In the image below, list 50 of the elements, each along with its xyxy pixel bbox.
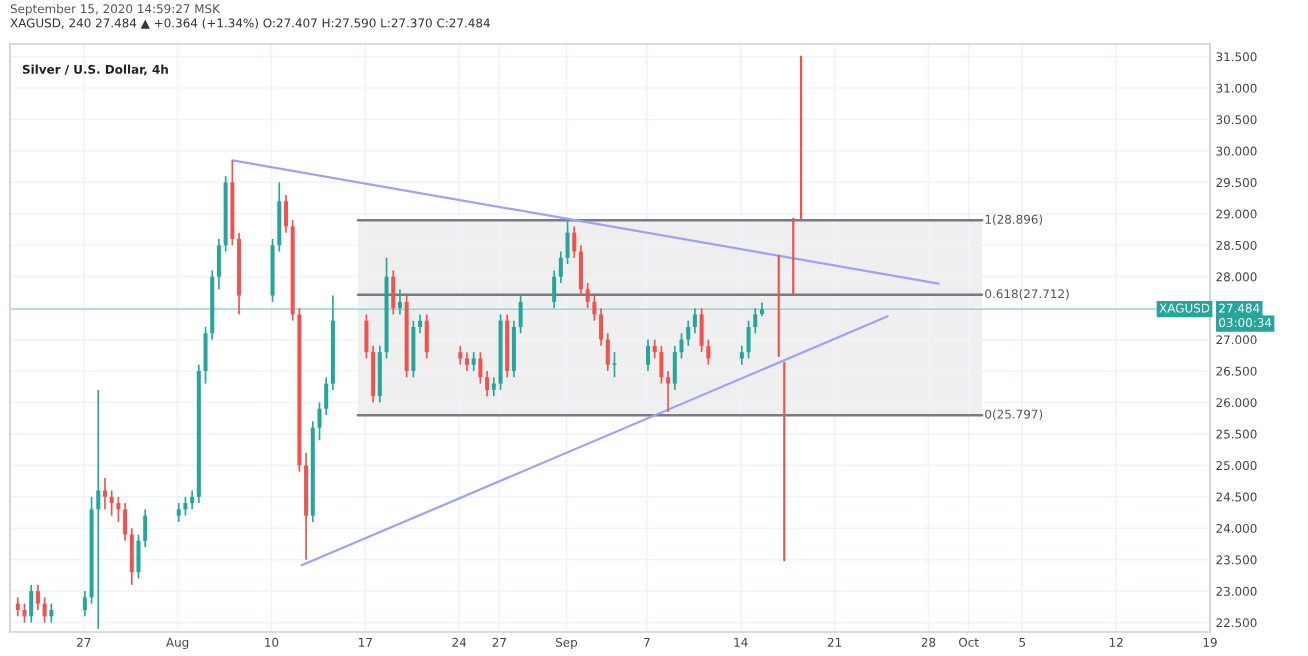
candlestick	[109, 489, 114, 517]
candlestick	[371, 345, 376, 404]
candlestick	[485, 370, 490, 398]
candlestick	[123, 502, 128, 542]
candlestick	[183, 495, 188, 517]
candlestick	[42, 596, 47, 624]
candlestick	[558, 250, 563, 284]
candlestick	[565, 219, 570, 265]
candlestick	[686, 319, 691, 347]
candlestick	[592, 294, 597, 322]
candlestick	[672, 345, 677, 391]
candlestick	[511, 319, 516, 379]
candlestick	[585, 282, 590, 309]
candlestick	[478, 351, 483, 385]
candlestick	[29, 583, 34, 624]
candlestick	[666, 370, 671, 413]
candlestick	[458, 345, 463, 366]
candlestick	[645, 338, 650, 372]
candlestick	[739, 345, 744, 366]
candlestick	[22, 602, 27, 624]
candlestick	[96, 389, 101, 630]
candlestick	[377, 345, 382, 404]
candlestick	[364, 313, 369, 360]
candlestick	[82, 590, 87, 618]
candlestick	[190, 489, 195, 511]
candlestick	[49, 602, 54, 624]
candlestick	[552, 269, 557, 309]
candlestick	[692, 307, 697, 335]
candlestick	[572, 225, 577, 259]
candlestick	[464, 351, 469, 372]
candlestick	[216, 238, 221, 291]
candlestick	[35, 583, 40, 611]
candlestick	[102, 477, 107, 511]
candlestick	[605, 332, 610, 372]
candlestick	[116, 495, 121, 523]
candlestick	[518, 294, 523, 335]
candlestick	[471, 351, 476, 372]
candlestick	[599, 307, 604, 347]
candlestick	[659, 345, 664, 385]
candlestick	[411, 319, 416, 379]
candlestick	[578, 244, 583, 297]
candlestick	[418, 313, 423, 335]
candlestick	[424, 313, 429, 360]
candlestick	[15, 596, 20, 618]
candlestick	[129, 527, 134, 586]
candlestick	[283, 194, 288, 234]
candlestick	[612, 351, 617, 379]
candlestick	[176, 502, 181, 523]
candlestick	[397, 288, 402, 316]
candlestick	[391, 269, 396, 316]
